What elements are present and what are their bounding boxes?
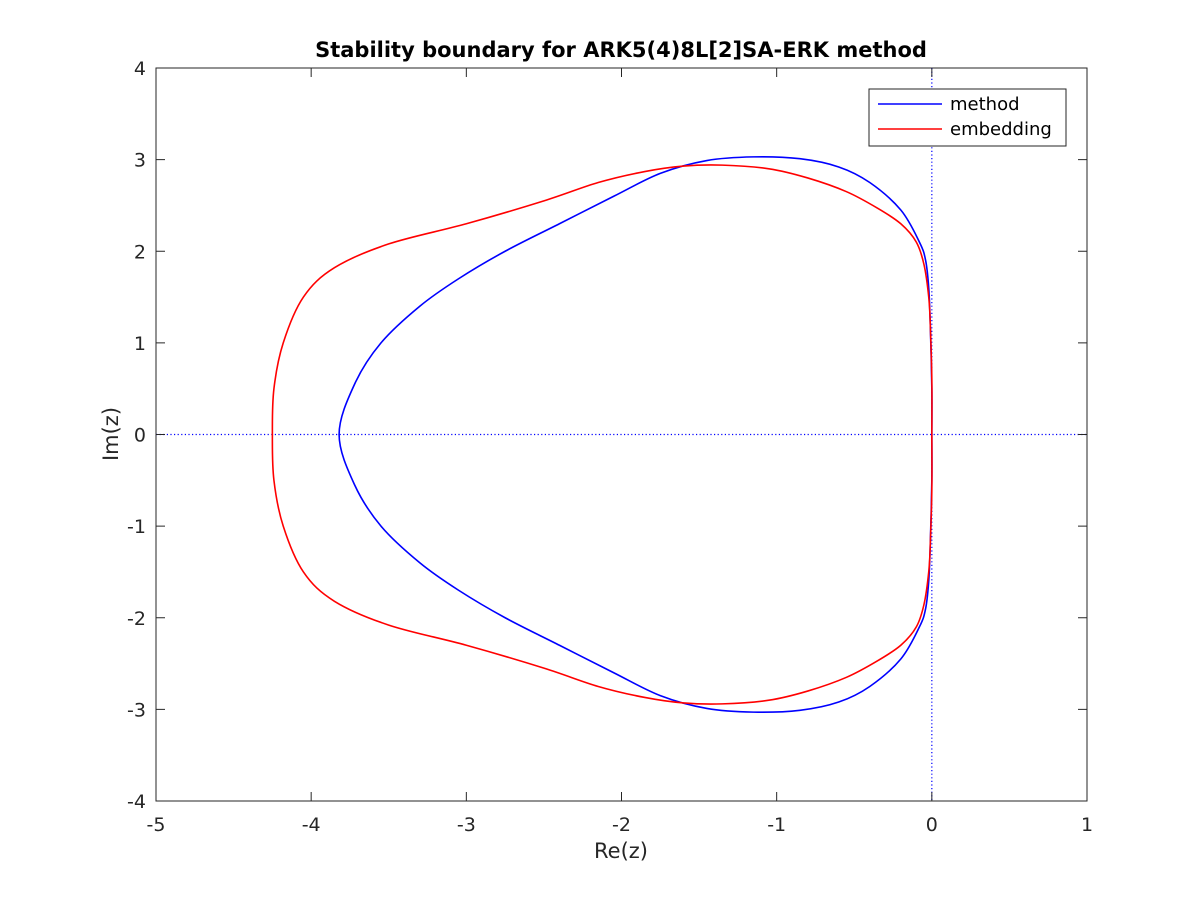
axis-ticks (155, 67, 1088, 802)
x-tick-label: -1 (767, 814, 786, 836)
x-tick-label: 0 (926, 814, 938, 836)
reference-lines (156, 68, 1087, 801)
y-tick-label: -2 (127, 608, 146, 630)
legend-box (868, 88, 1067, 147)
x-tick-label: -5 (147, 814, 166, 836)
y-axis-label: Im(z) (99, 407, 123, 461)
y-tick-label: 2 (134, 241, 146, 263)
legend-label-embedding: embedding (950, 119, 1052, 140)
y-tick-label: -4 (127, 791, 146, 813)
series-layer (271, 155, 933, 714)
y-tick-label: 1 (134, 333, 146, 355)
x-tick-label: -3 (457, 814, 476, 836)
y-tick-label: 0 (134, 425, 146, 447)
x-tick-label: 1 (1081, 814, 1093, 836)
y-tick-label: -3 (127, 699, 146, 721)
chart-title: Stability boundary for ARK5(4)8L[2]SA-ER… (315, 38, 927, 62)
series-line-embedding (271, 164, 933, 705)
legend-label-method: method (950, 94, 1020, 115)
x-axis-label: Re(z) (594, 839, 648, 863)
x-tick-label: -2 (612, 814, 631, 836)
y-tick-label: 3 (134, 150, 146, 172)
legend: method embedding (868, 88, 1067, 147)
y-tick-label: 4 (134, 58, 146, 80)
y-tick-label: -1 (127, 516, 146, 538)
x-tick-label: -4 (302, 814, 321, 836)
series-line-method (338, 155, 933, 714)
